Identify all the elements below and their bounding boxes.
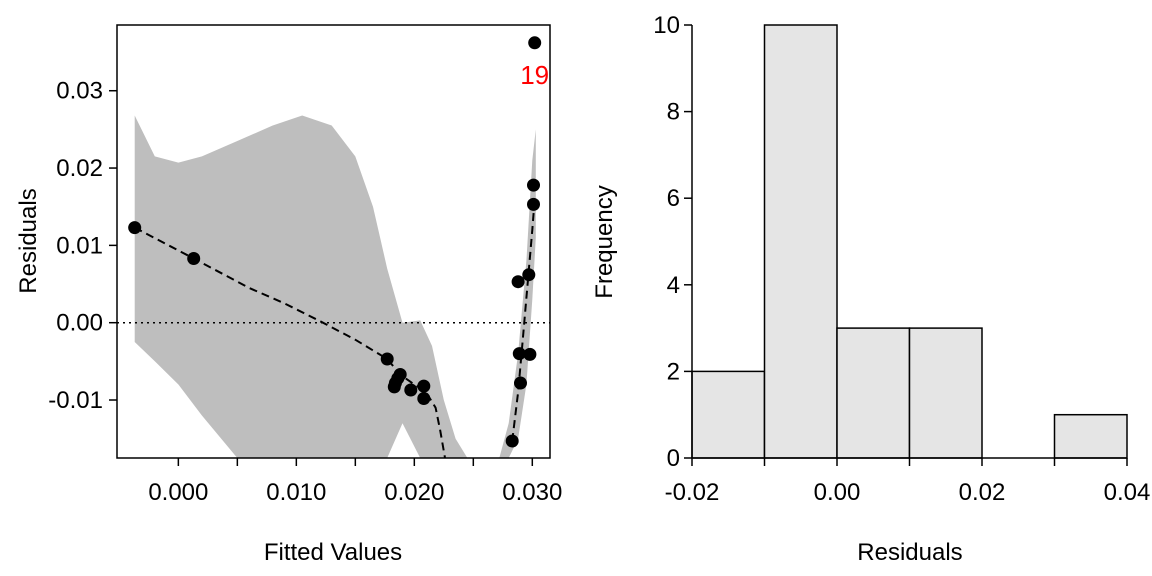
smooth-curve-line-1 [134,226,446,458]
residual-histogram-panel: -0.02 0.00 0.02 0.04 0 2 4 6 8 10 Residuals Freq… [591,12,1150,566]
x-axis-title: Fitted Values [264,539,402,566]
data-point [523,347,537,361]
residuals-vs-fitted-panel: 19 0.000 0.010 0.020 0.030 -0.01 0.00 0.01 0.0… [15,24,562,566]
data-point [404,383,418,397]
y-tick-label: 8 [667,99,680,126]
residual-points [128,36,542,448]
x-tick-label: 0.030 [502,479,562,506]
data-point [512,347,526,361]
y-tick-label: 0.01 [56,232,103,259]
data-point [514,376,527,390]
y-tick-label: 4 [667,272,680,299]
histogram-bar [908,327,983,459]
data-point [417,392,431,405]
y-axis: 0 2 4 6 8 10 [653,12,693,472]
confidence-band-area [134,115,468,458]
y-tick-label: 0.00 [56,310,103,337]
y-tick-label: 0 [667,445,680,472]
outlier-label: 19 [520,60,549,90]
confidence-band [134,115,536,458]
y-tick-label: 6 [667,185,680,212]
data-point [511,275,525,289]
data-point [522,268,536,282]
histogram-bar [691,370,766,459]
data-point [417,379,431,393]
x-tick-label: 0.010 [266,479,326,506]
y-tick-label: 0.03 [56,78,103,105]
histogram-bar [763,24,838,459]
data-point [527,178,540,192]
plot-frame [116,24,551,459]
histogram-bar [836,327,911,459]
y-tick-label: 0.02 [56,155,103,182]
smooth-curve [134,198,536,458]
x-tick-label: 0.020 [384,479,444,506]
x-tick-label: 0.02 [959,479,1006,506]
y-axis: -0.01 0.00 0.01 0.02 0.03 [48,78,117,414]
x-tick-label: 0.000 [148,479,208,506]
histogram-bar [1053,413,1128,459]
smooth-curve-line-2 [511,198,536,442]
x-tick-label: -0.02 [665,479,720,506]
confidence-band-area-2 [499,129,536,458]
data-point [380,352,394,366]
data-point [527,197,540,211]
x-axis: 0.000 0.010 0.020 0.030 [148,458,562,506]
data-point [393,368,407,381]
y-axis-title: Residuals [15,188,42,293]
y-tick-label: 10 [653,12,680,39]
x-axis: -0.02 0.00 0.02 0.04 [665,457,1151,506]
x-tick-label: 0.04 [1104,479,1151,506]
x-axis-title: Residuals [857,539,962,566]
data-point [505,434,519,448]
y-axis-title: Frequency [591,185,618,298]
y-tick-label: 2 [667,358,680,385]
x-tick-label: 0.00 [814,479,861,506]
data-point [528,36,542,50]
y-tick-label: -0.01 [48,387,103,414]
data-point [187,252,201,265]
data-point [128,221,142,235]
histogram-bars [691,24,1128,459]
